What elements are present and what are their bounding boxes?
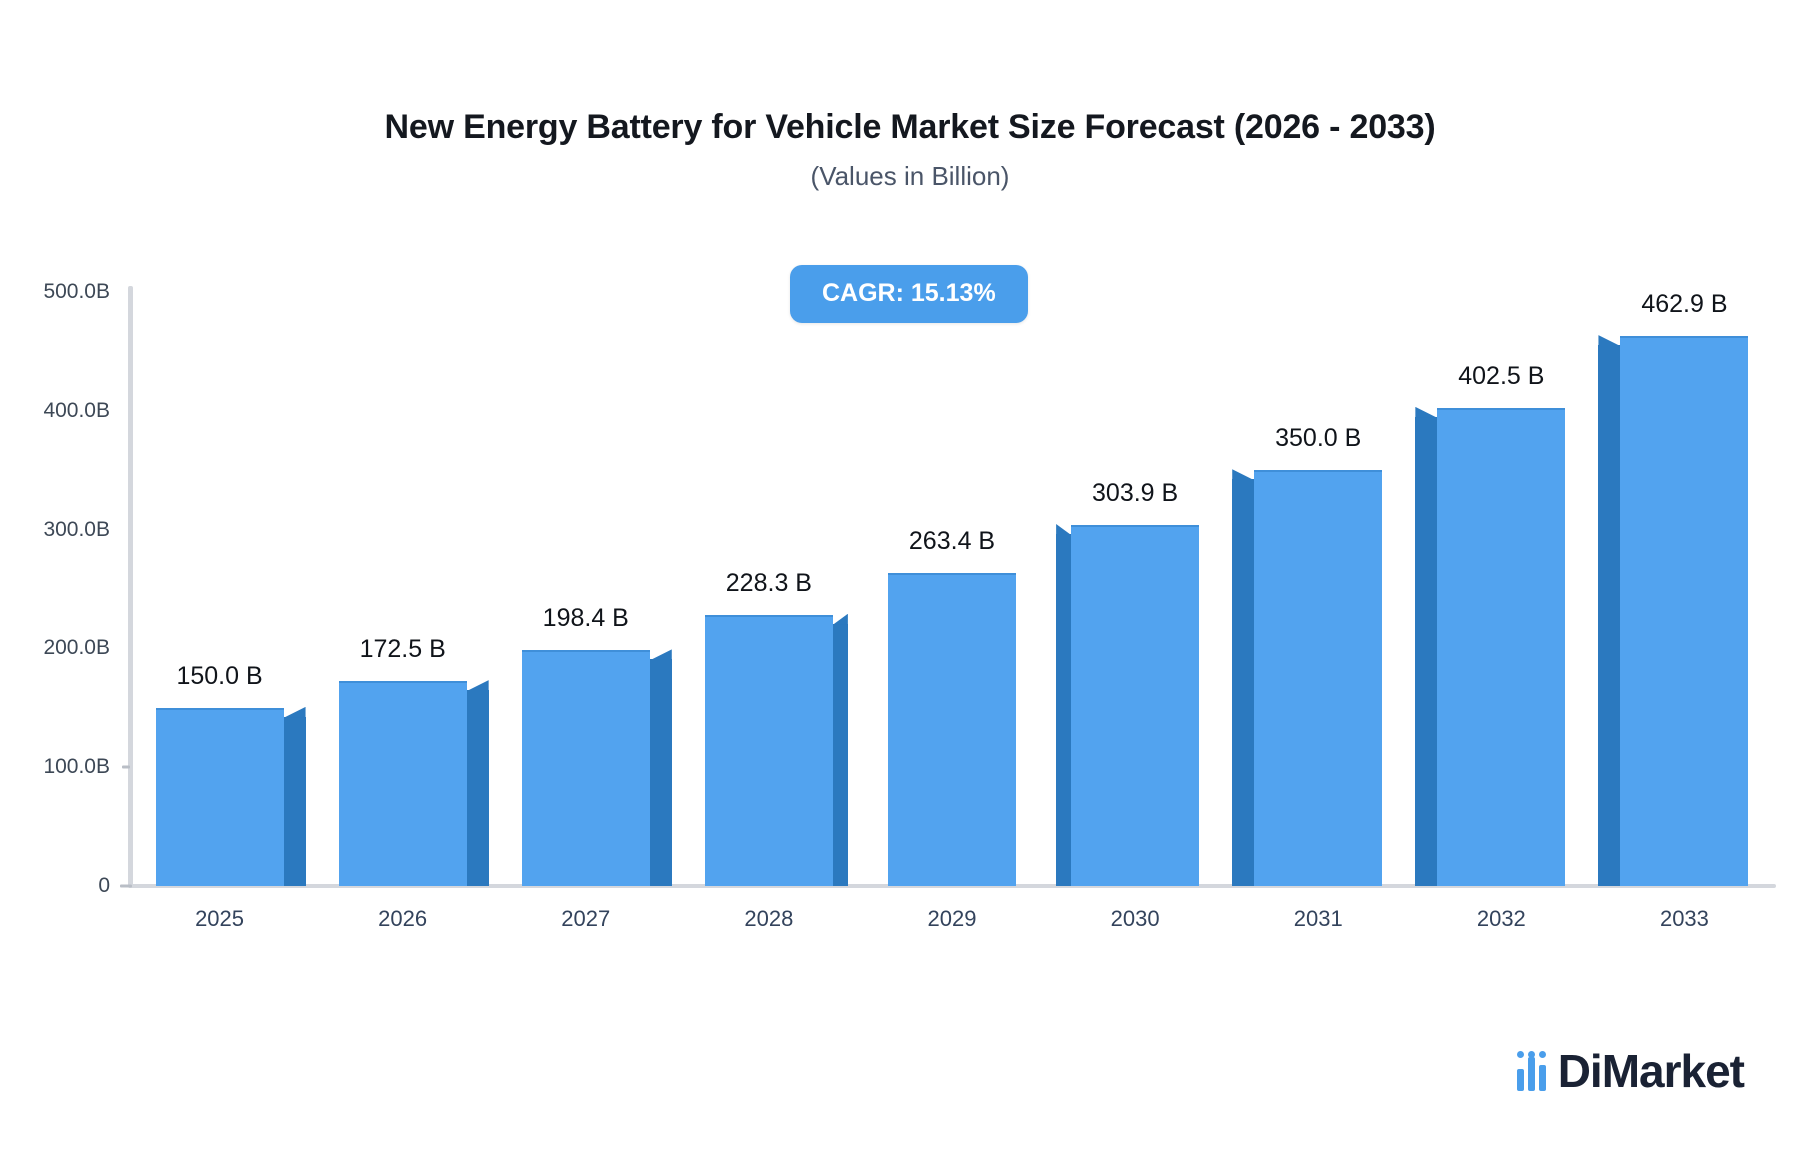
bar-side-face [1232, 479, 1255, 886]
bar-value-label: 198.4 B [542, 604, 629, 633]
bar-top-face [1598, 335, 1621, 347]
bar-series: 150.0 B 172.5 B 198.4 B 228.3 B 263.4 B 303.9… [128, 0, 1776, 1156]
y-axis-tick-label: 400.0B [43, 398, 110, 422]
bar-side-face [649, 659, 672, 886]
bar-front-face[interactable] [155, 707, 284, 886]
bar-value-label: 228.3 B [725, 568, 812, 597]
bar-top-face [1232, 469, 1255, 481]
bar-value-label: 402.5 B [1458, 361, 1545, 390]
y-axis-tick-label: 500.0B [43, 280, 110, 303]
bar-front-face[interactable] [1254, 470, 1383, 886]
cagr-badge: CAGR: 15.13% [790, 265, 1028, 323]
bar-side-face [832, 623, 848, 886]
x-axis-tick-label: 2025 [195, 906, 245, 931]
x-axis-tick-label: 2028 [744, 906, 794, 931]
y-axis-tick-mark [122, 765, 130, 769]
logo-bar-3 [1538, 1065, 1546, 1091]
y-axis-tick-mark [120, 884, 132, 888]
bar-side-face [283, 716, 306, 886]
x-axis-tick-label: 2030 [1110, 906, 1160, 931]
x-axis-line [128, 884, 1776, 888]
bar-side-face [466, 690, 489, 886]
bar-value-label: 350.0 B [1275, 424, 1362, 453]
chart-subtitle: (Values in Billion) [810, 161, 1010, 192]
brand-logo: DiMarket [1516, 1045, 1745, 1097]
page-title: New Energy Battery for Vehicle Market Si… [384, 108, 1436, 146]
y-axis-tick-label: 0 [98, 874, 110, 897]
bar-top-face [832, 613, 848, 625]
bar-front-face[interactable] [888, 573, 1016, 886]
logo-bar-2 [1527, 1057, 1535, 1091]
bar-top-face [283, 706, 306, 718]
x-axis-tick-label: 2027 [561, 906, 611, 931]
bar-front-face[interactable] [704, 614, 833, 886]
logo-dot-1 [1516, 1051, 1524, 1058]
bar-top-face [1056, 523, 1072, 535]
bar-value-label: 172.5 B [359, 635, 446, 664]
x-axis-tick-label: 2026 [378, 906, 428, 931]
bar-value-label: 462.9 B [1641, 290, 1728, 319]
bar-value-label: 150.0 B [176, 661, 263, 690]
bar-value-label: 303.9 B [1092, 478, 1179, 507]
bar-side-face [1598, 345, 1621, 886]
bar-front-face[interactable] [338, 681, 467, 886]
logo-dot-2 [1527, 1051, 1535, 1058]
logo-bar-1 [1516, 1069, 1524, 1091]
y-axis-tick-label: 100.0B [43, 755, 110, 779]
bar-side-face [1056, 533, 1072, 886]
bar-front-face[interactable] [1620, 336, 1749, 886]
bar-front-face[interactable] [521, 650, 650, 886]
y-axis-tick-label: 300.0B [43, 517, 110, 541]
bar-front-face[interactable] [1437, 407, 1566, 886]
x-axis-tick-label: 2032 [1476, 906, 1526, 931]
y-axis-line [128, 286, 133, 888]
x-axis-tick-label: 2031 [1293, 906, 1343, 931]
bar-value-label: 263.4 B [908, 527, 996, 556]
y-axis-tick-label: 200.0B [43, 636, 110, 660]
bar-top-face [1415, 406, 1438, 418]
x-axis-tick-label: 2033 [1659, 906, 1709, 931]
x-axis-tick-label: 2029 [927, 906, 977, 931]
bar-top-face [649, 649, 672, 661]
bar-top-face [466, 680, 489, 692]
chart-header: New Energy Battery for Vehicle Market Si… [0, 108, 1800, 192]
bar-chart-logo-icon [1516, 1051, 1546, 1091]
bar-side-face [1415, 416, 1438, 886]
logo-dot-3 [1538, 1051, 1546, 1058]
logo-text: DiMarket [1557, 1045, 1745, 1097]
bar-front-face[interactable] [1071, 524, 1200, 886]
